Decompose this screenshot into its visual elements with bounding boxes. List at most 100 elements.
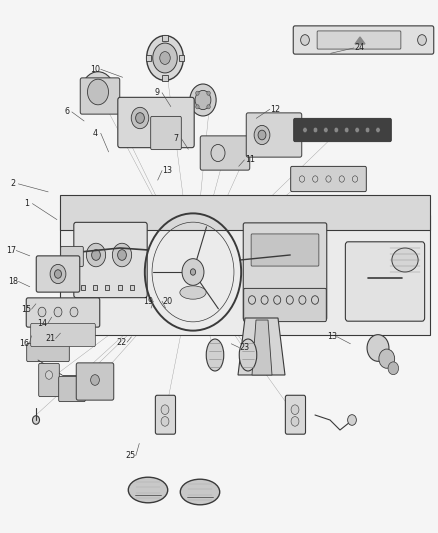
Circle shape xyxy=(113,243,132,266)
FancyBboxPatch shape xyxy=(27,343,69,361)
FancyBboxPatch shape xyxy=(59,376,85,401)
Circle shape xyxy=(299,176,304,182)
Text: 4: 4 xyxy=(93,129,98,138)
Ellipse shape xyxy=(180,479,220,505)
Polygon shape xyxy=(252,320,272,375)
Circle shape xyxy=(286,296,293,304)
Text: 11: 11 xyxy=(245,156,254,164)
Circle shape xyxy=(86,243,106,266)
Ellipse shape xyxy=(180,286,206,299)
FancyBboxPatch shape xyxy=(244,288,326,321)
FancyBboxPatch shape xyxy=(39,364,59,397)
Circle shape xyxy=(353,176,358,182)
FancyBboxPatch shape xyxy=(26,298,100,327)
Circle shape xyxy=(207,91,210,95)
Text: 2: 2 xyxy=(11,180,16,188)
FancyBboxPatch shape xyxy=(293,26,434,54)
Text: 23: 23 xyxy=(239,343,250,352)
Circle shape xyxy=(345,127,349,133)
Circle shape xyxy=(299,296,306,304)
FancyBboxPatch shape xyxy=(118,98,194,148)
Circle shape xyxy=(388,362,399,375)
Polygon shape xyxy=(355,37,365,44)
Text: 25: 25 xyxy=(125,451,136,460)
Ellipse shape xyxy=(392,248,418,272)
Circle shape xyxy=(153,43,177,73)
Circle shape xyxy=(92,249,100,260)
Bar xyxy=(130,285,134,290)
Circle shape xyxy=(190,84,216,116)
Circle shape xyxy=(248,296,255,304)
FancyBboxPatch shape xyxy=(346,242,424,321)
Circle shape xyxy=(291,417,299,426)
Text: 12: 12 xyxy=(270,105,280,114)
Bar xyxy=(105,285,109,290)
Circle shape xyxy=(195,91,211,110)
Circle shape xyxy=(147,36,184,80)
Circle shape xyxy=(54,270,61,278)
Circle shape xyxy=(334,127,339,133)
Circle shape xyxy=(254,125,270,144)
Polygon shape xyxy=(238,318,285,375)
Polygon shape xyxy=(60,195,430,230)
Circle shape xyxy=(38,307,46,317)
Circle shape xyxy=(196,91,199,95)
Bar xyxy=(179,55,184,61)
Circle shape xyxy=(88,79,109,105)
Circle shape xyxy=(291,405,299,415)
FancyBboxPatch shape xyxy=(286,395,306,434)
Circle shape xyxy=(300,35,309,45)
Circle shape xyxy=(324,127,328,133)
Circle shape xyxy=(207,104,210,109)
Circle shape xyxy=(261,296,268,304)
FancyBboxPatch shape xyxy=(200,136,250,170)
Circle shape xyxy=(196,104,199,109)
Circle shape xyxy=(91,375,99,385)
Text: 10: 10 xyxy=(91,65,100,74)
Circle shape xyxy=(274,296,281,304)
Text: 9: 9 xyxy=(154,88,159,97)
Text: 15: 15 xyxy=(21,305,32,313)
Text: 20: 20 xyxy=(162,297,173,305)
Text: 19: 19 xyxy=(143,297,153,305)
Circle shape xyxy=(46,371,53,379)
Text: 13: 13 xyxy=(327,333,337,341)
Circle shape xyxy=(50,264,66,284)
Polygon shape xyxy=(60,215,430,335)
Circle shape xyxy=(326,176,331,182)
Circle shape xyxy=(136,112,145,123)
Circle shape xyxy=(365,127,370,133)
Text: 16: 16 xyxy=(19,339,29,348)
FancyBboxPatch shape xyxy=(36,256,80,292)
Circle shape xyxy=(32,416,39,424)
Circle shape xyxy=(81,72,115,112)
Circle shape xyxy=(182,259,204,285)
Circle shape xyxy=(348,415,357,425)
Bar xyxy=(118,285,121,290)
Circle shape xyxy=(303,127,307,133)
Text: 14: 14 xyxy=(38,319,47,328)
Circle shape xyxy=(376,127,380,133)
Bar xyxy=(162,75,168,82)
Text: 13: 13 xyxy=(162,166,172,175)
Circle shape xyxy=(355,127,359,133)
Bar xyxy=(146,55,151,61)
Text: 7: 7 xyxy=(173,134,179,143)
FancyBboxPatch shape xyxy=(155,395,176,434)
Text: 1: 1 xyxy=(25,199,30,208)
FancyBboxPatch shape xyxy=(243,223,327,320)
Text: 21: 21 xyxy=(45,334,56,343)
Bar xyxy=(81,285,85,290)
Circle shape xyxy=(70,307,78,317)
FancyBboxPatch shape xyxy=(76,363,114,400)
Circle shape xyxy=(379,349,395,368)
Ellipse shape xyxy=(239,339,257,371)
Text: 6: 6 xyxy=(64,108,69,116)
Circle shape xyxy=(367,335,389,361)
Circle shape xyxy=(160,52,170,64)
Circle shape xyxy=(417,35,426,45)
Circle shape xyxy=(161,417,169,426)
FancyBboxPatch shape xyxy=(246,113,302,157)
FancyBboxPatch shape xyxy=(80,78,120,114)
Bar xyxy=(93,285,96,290)
